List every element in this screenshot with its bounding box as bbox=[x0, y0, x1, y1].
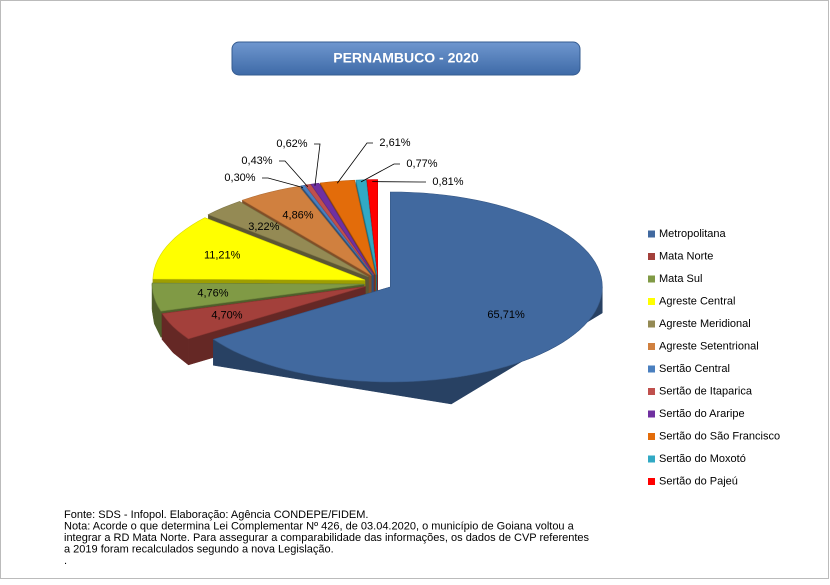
data-label: 0,77% bbox=[406, 158, 437, 170]
legend-label: Metropolitana bbox=[659, 228, 727, 240]
data-label: 2,61% bbox=[379, 137, 410, 149]
data-label: 0,81% bbox=[432, 176, 463, 188]
data-label: 4,76% bbox=[197, 288, 228, 300]
note-line: . bbox=[64, 555, 67, 567]
note-line: Fonte: SDS - Infopol. Elaboração: Agênci… bbox=[64, 509, 368, 521]
data-label: 0,30% bbox=[224, 172, 255, 184]
chart-title: PERNAMBUCO - 2020 bbox=[333, 50, 479, 66]
legend-label: Agreste Setentrional bbox=[659, 340, 759, 352]
legend-label: Mata Norte bbox=[659, 250, 713, 262]
legend-swatch bbox=[648, 456, 655, 463]
legend-label: Sertão de Itaparica bbox=[659, 385, 753, 397]
data-label: 0,43% bbox=[241, 155, 272, 167]
legend-swatch bbox=[648, 478, 655, 485]
note-line: integrar a RD Mata Norte. Para assegurar… bbox=[64, 532, 590, 544]
legend-label: Sertão do São Francisco bbox=[659, 430, 780, 442]
data-label: 4,86% bbox=[282, 210, 313, 222]
legend-swatch bbox=[648, 276, 655, 283]
legend-swatch bbox=[648, 298, 655, 305]
data-label: 3,22% bbox=[248, 221, 279, 233]
legend-label: Mata Sul bbox=[659, 273, 702, 285]
data-label: 11,21% bbox=[204, 250, 241, 262]
legend-swatch bbox=[648, 411, 655, 418]
data-label: 4,70% bbox=[211, 309, 242, 321]
legend-swatch bbox=[648, 388, 655, 395]
legend-label: Sertão Central bbox=[659, 363, 730, 375]
legend-label: Sertão do Araripe bbox=[659, 408, 745, 420]
legend-label: Sertão do Pajeú bbox=[659, 475, 738, 487]
legend-swatch bbox=[648, 343, 655, 350]
legend-swatch bbox=[648, 321, 655, 328]
legend-swatch bbox=[648, 366, 655, 373]
note-line: Nota: Acorde o que determina Lei Complem… bbox=[64, 520, 575, 532]
data-label: 0,62% bbox=[276, 138, 307, 150]
legend-swatch bbox=[648, 433, 655, 440]
note-line: a 2019 foram recalculados segundo a nova… bbox=[64, 543, 334, 555]
legend-label: Sertão do Moxotó bbox=[659, 453, 746, 465]
legend-swatch bbox=[648, 253, 655, 260]
legend-label: Agreste Meridional bbox=[659, 318, 751, 330]
legend-swatch bbox=[648, 231, 655, 238]
data-label: 65,71% bbox=[487, 309, 525, 321]
legend-label: Agreste Central bbox=[659, 295, 735, 307]
